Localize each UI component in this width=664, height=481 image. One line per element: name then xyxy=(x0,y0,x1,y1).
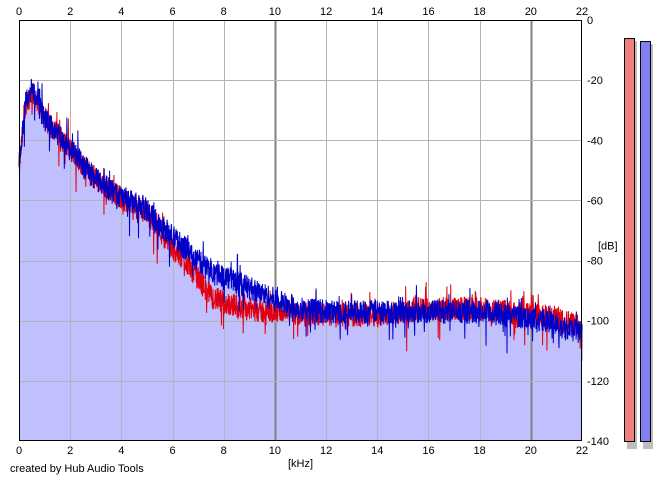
x-tick-label-top: 2 xyxy=(67,6,73,18)
grid-lines xyxy=(19,20,582,441)
x-tick-label-top: 0 xyxy=(16,6,22,18)
x-tick-label-top: 6 xyxy=(169,6,175,18)
x-tick-label-bottom: 22 xyxy=(576,445,588,457)
y-tick-label: -120 xyxy=(587,376,609,388)
y-tick-label: -60 xyxy=(587,195,603,207)
x-tick-label-bottom: 2 xyxy=(67,445,73,457)
series-line-2 xyxy=(18,78,583,362)
x-tick-label-bottom: 18 xyxy=(474,445,486,457)
y-tick-label: -40 xyxy=(587,135,603,147)
x-tick-label-top: 18 xyxy=(474,6,486,18)
x-tick-label-top: 4 xyxy=(118,6,124,18)
credit-text: created by Hub Audio Tools xyxy=(10,463,144,475)
plot-border xyxy=(19,20,582,441)
x-tick-label-top: 22 xyxy=(576,6,588,18)
x-tick-label-bottom: 14 xyxy=(371,445,383,457)
x-tick-label-bottom: 20 xyxy=(525,445,537,457)
y-tick-label: -100 xyxy=(587,316,609,328)
x-tick-label-bottom: 16 xyxy=(422,445,434,457)
x-tick-label-bottom: 12 xyxy=(320,445,332,457)
level-meters xyxy=(624,38,653,450)
x-tick-label-bottom: 4 xyxy=(118,445,124,457)
y-tick-label: -20 xyxy=(587,75,603,87)
x-tick-label-bottom: 10 xyxy=(269,445,281,457)
y-unit-label: [dB] xyxy=(598,241,618,253)
level-meter-bar-2 xyxy=(640,41,651,443)
x-tick-label-top: 20 xyxy=(525,6,537,18)
spectrum-fill-area xyxy=(19,78,582,441)
x-tick-label-top: 10 xyxy=(269,6,281,18)
x-tick-label-bottom: 6 xyxy=(169,445,175,457)
y-tick-labels: 0 -20 -40 -60 -80 -100 -120 -140 xyxy=(587,15,609,448)
x-tick-labels-top: 0 2 4 6 8 10 12 14 16 18 20 22 xyxy=(16,6,588,18)
y-tick-label: -80 xyxy=(587,256,603,268)
x-tick-label-bottom: 0 xyxy=(16,445,22,457)
series-layer xyxy=(18,78,583,362)
x-tick-label-top: 16 xyxy=(422,6,434,18)
x-tick-label-bottom: 8 xyxy=(221,445,227,457)
y-tick-label: 0 xyxy=(587,15,593,27)
x-tick-label-top: 14 xyxy=(371,6,383,18)
y-tick-label: -140 xyxy=(587,436,609,448)
x-unit-label: [kHz] xyxy=(288,458,313,470)
x-tick-labels-bottom: 0 2 4 6 8 10 12 14 16 18 20 22 xyxy=(16,445,588,457)
x-tick-label-top: 8 xyxy=(221,6,227,18)
x-tick-label-top: 12 xyxy=(320,6,332,18)
level-meter-bar-1 xyxy=(624,38,635,443)
